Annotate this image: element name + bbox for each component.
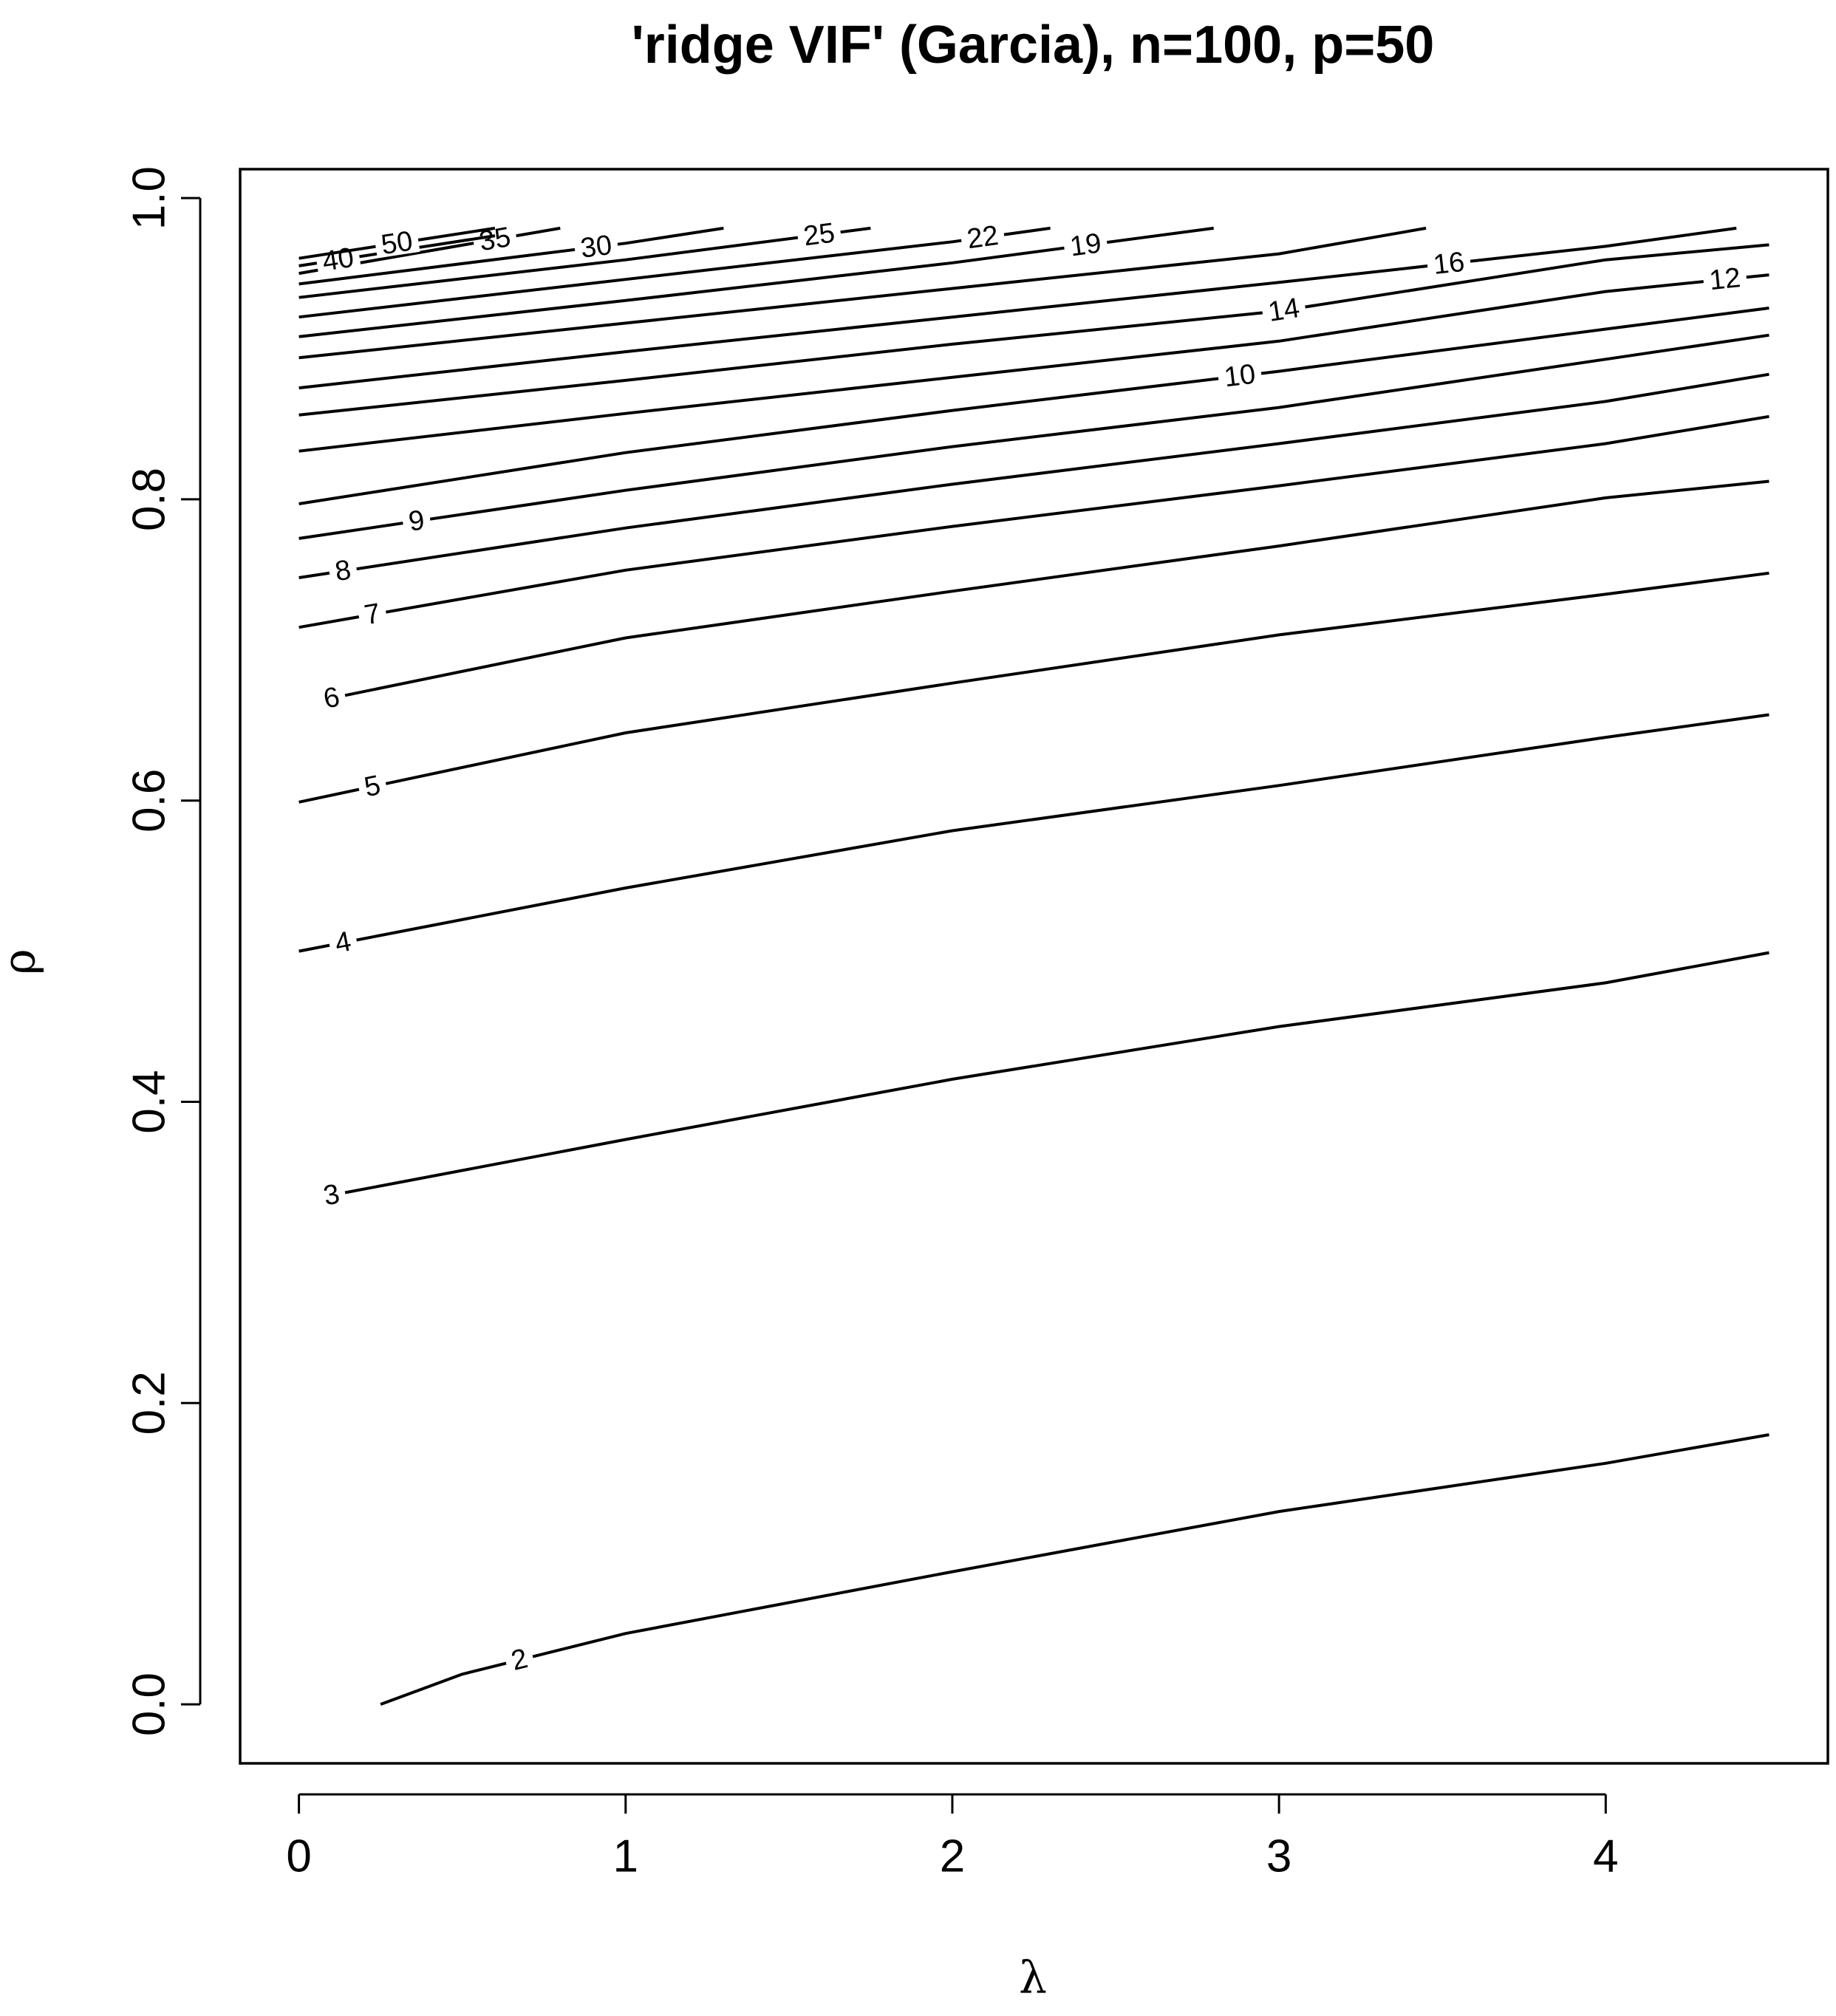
contour-line: [298, 273, 1770, 453]
contour-label-group: 2: [503, 1643, 536, 1677]
x-tick-label: 0: [286, 1831, 311, 1882]
contour-line: [298, 226, 724, 286]
contour-label: 16: [1432, 247, 1467, 281]
contour-label-group: 12: [1702, 262, 1748, 296]
contour-line: [298, 226, 871, 299]
contour-label-bg: [1426, 249, 1472, 278]
contour-label-bg: [503, 1645, 536, 1675]
contour-label-bg: [356, 772, 389, 802]
contour-line: [298, 713, 1770, 953]
contour-label: 14: [1266, 293, 1302, 328]
contour-line: [298, 243, 1770, 417]
plot-box: [239, 168, 1829, 1765]
contour-label-group: 5: [356, 770, 389, 803]
contour-label-group: 40: [315, 242, 361, 278]
contour-label-group: 19: [1062, 228, 1109, 263]
contour-label-bg: [315, 245, 361, 275]
contour-label-group: 3: [315, 1178, 348, 1212]
contour-label-bg: [401, 507, 432, 535]
contour-label: 12: [1708, 262, 1742, 296]
contour-label-group: 35: [471, 222, 519, 258]
contour-label-group: 4: [327, 926, 359, 960]
contour-label: 35: [477, 222, 513, 258]
y-tick-label: 0.6: [123, 769, 174, 833]
contour-line: [331, 479, 1770, 700]
contour-line: [298, 226, 1737, 390]
contour-line: [298, 372, 1770, 579]
contour-line: [298, 571, 1770, 804]
y-tick-label: 0.0: [123, 1672, 174, 1736]
contour-label-bg: [315, 683, 348, 713]
y-tick-label: 0.2: [123, 1371, 174, 1435]
contour-label-group: 16: [1426, 247, 1472, 281]
x-tick-label: 4: [1593, 1831, 1618, 1882]
contour-label: 19: [1068, 228, 1103, 262]
contour-label-bg: [374, 228, 420, 259]
contour-label-bg: [357, 600, 389, 629]
contour-line: [331, 951, 1770, 1197]
contour-label-bg: [1062, 230, 1109, 260]
contour-label-bg: [960, 222, 1006, 253]
contour-label: 50: [379, 225, 414, 261]
contour-label-bg: [1702, 265, 1748, 294]
contour-label: 10: [1223, 359, 1257, 394]
contour-label-group: 8: [327, 555, 359, 587]
contour-label: 30: [579, 230, 613, 264]
contour-label-group: 50: [374, 225, 420, 261]
contour-label-bg: [471, 224, 519, 255]
x-tick-label: 1: [613, 1831, 638, 1882]
contour-label-group: 9: [401, 505, 432, 538]
y-axis-label: ρ: [0, 949, 46, 974]
x-tick-label: 2: [940, 1831, 965, 1882]
contour-label-group: 14: [1260, 293, 1308, 328]
contour-line: [298, 414, 1770, 629]
contour-label: 22: [965, 220, 1000, 255]
x-tick-label: 3: [1266, 1831, 1291, 1882]
y-tick-label: 0.4: [123, 1070, 174, 1133]
contour-line: [298, 226, 1427, 360]
contour-label-group: 7: [357, 598, 389, 631]
contour-label-group: 6: [315, 681, 348, 715]
contour-line: [298, 333, 1770, 540]
contour-label-group: 10: [1217, 359, 1263, 394]
contour-label-group: 25: [796, 217, 842, 252]
contour-label: 40: [321, 242, 356, 278]
contour-label-bg: [327, 557, 359, 585]
x-axis-label: λ: [1019, 1952, 1047, 2004]
contour-label-group: 30: [573, 230, 619, 264]
contour-line: [380, 1433, 1770, 1706]
chart-title: 'ridge VIF' (Garcia), n=100, p=50: [632, 16, 1435, 75]
contour-label-bg: [327, 928, 359, 957]
contour-label-bg: [1217, 361, 1263, 391]
contour-line: [298, 307, 1770, 505]
contour-label-bg: [796, 220, 842, 250]
contour-label-bg: [315, 1180, 348, 1210]
contour-label: 25: [802, 217, 836, 252]
y-tick-label: 0.8: [123, 468, 174, 531]
contour-label-bg: [573, 232, 619, 262]
contour-label-bg: [1260, 295, 1308, 326]
y-tick-label: 1.0: [123, 166, 174, 230]
contour-label-group: 22: [960, 220, 1006, 255]
